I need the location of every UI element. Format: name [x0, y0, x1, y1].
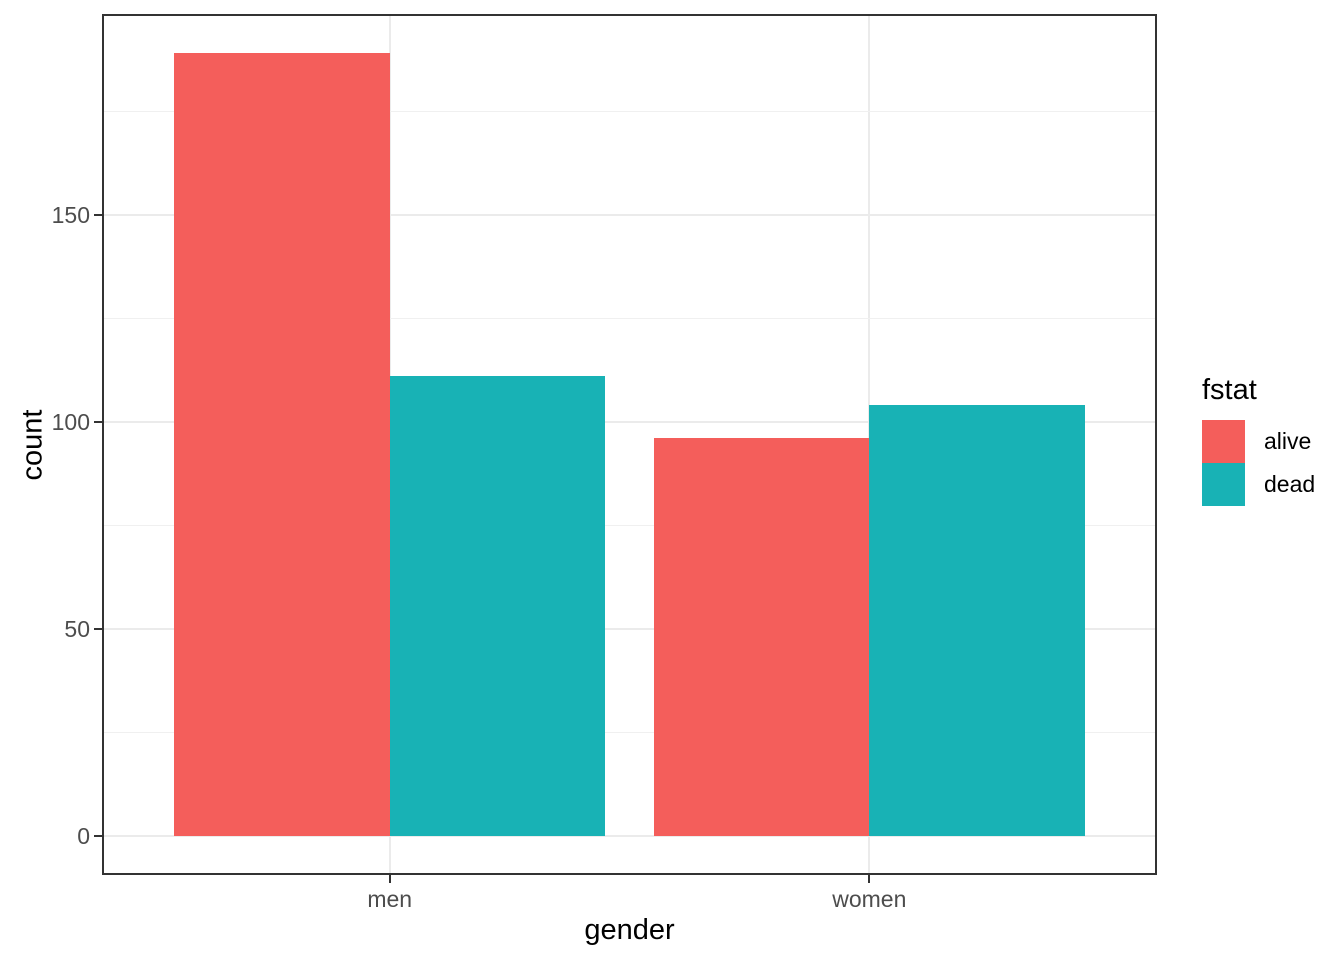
gridline-y-minor-125 — [102, 317, 1157, 319]
legend-swatch-alive — [1202, 420, 1245, 463]
x-axis-tick-men — [388, 875, 391, 883]
legend-items: alive dead — [1202, 420, 1344, 506]
y-axis-tick-label-150: 150 — [51, 201, 90, 228]
plot-panel — [102, 14, 1157, 875]
bar-men-alive — [173, 53, 390, 836]
gridline-y-major-150 — [102, 213, 1157, 216]
gridline-y-major-50 — [102, 627, 1157, 630]
bar-women-alive — [653, 438, 870, 836]
legend-item-dead: dead — [1202, 463, 1344, 506]
gridline-y-major-0 — [102, 834, 1157, 837]
legend-title: fstat — [1202, 374, 1257, 406]
bar-men-dead — [389, 376, 606, 836]
y-axis-tick-label-0: 0 — [77, 822, 90, 849]
gridline-y-major-100 — [102, 420, 1157, 423]
gridline-y-minor-175 — [102, 110, 1157, 112]
legend-label-alive: alive — [1264, 428, 1312, 454]
y-axis-tick-label-100: 100 — [51, 408, 90, 435]
y-axis-tick-0 — [94, 834, 102, 837]
bar-women-dead — [869, 405, 1086, 836]
legend-item-alive: alive — [1202, 420, 1344, 463]
gridline-y-minor-25 — [102, 731, 1157, 733]
legend: fstat alive dead — [1202, 372, 1344, 506]
x-axis-tick-label-women: women — [832, 886, 907, 912]
legend-swatch-dead — [1202, 463, 1245, 506]
y-axis-tick-50 — [94, 627, 102, 630]
gridline-y-minor-75 — [102, 524, 1157, 526]
x-axis-title: gender — [584, 914, 675, 946]
y-axis-tick-label-50: 50 — [64, 615, 90, 642]
legend-label-dead: dead — [1264, 471, 1316, 497]
y-axis-tick-100 — [94, 420, 102, 423]
x-axis-tick-women — [868, 875, 871, 883]
x-axis-tick-label-men: men — [367, 886, 413, 912]
y-axis-tick-150 — [94, 213, 102, 216]
